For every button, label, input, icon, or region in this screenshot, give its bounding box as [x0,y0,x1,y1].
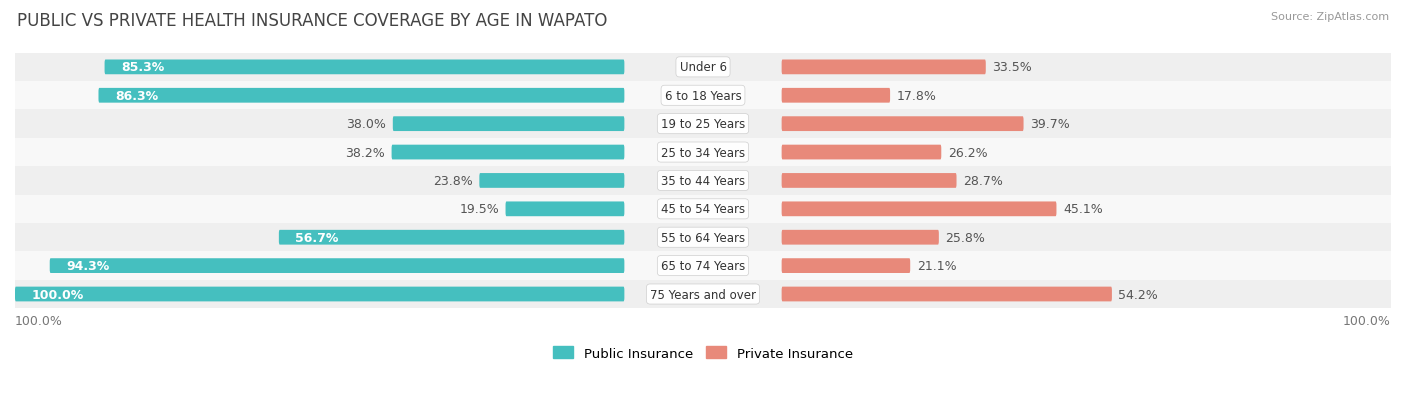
Text: 19.5%: 19.5% [460,203,499,216]
Text: 38.2%: 38.2% [346,146,385,159]
Text: 6 to 18 Years: 6 to 18 Years [665,90,741,102]
Text: 21.1%: 21.1% [917,259,956,273]
Text: 25.8%: 25.8% [945,231,986,244]
Text: 17.8%: 17.8% [897,90,936,102]
Text: PUBLIC VS PRIVATE HEALTH INSURANCE COVERAGE BY AGE IN WAPATO: PUBLIC VS PRIVATE HEALTH INSURANCE COVER… [17,12,607,30]
FancyBboxPatch shape [392,117,624,132]
FancyBboxPatch shape [392,145,624,160]
Bar [15,195,1391,223]
Text: Source: ZipAtlas.com: Source: ZipAtlas.com [1271,12,1389,22]
Legend: Public Insurance, Private Insurance: Public Insurance, Private Insurance [554,347,852,360]
Text: 25 to 34 Years: 25 to 34 Years [661,146,745,159]
Text: 28.7%: 28.7% [963,175,1002,188]
Bar [15,223,1391,252]
FancyBboxPatch shape [782,173,956,188]
FancyBboxPatch shape [15,287,624,301]
FancyBboxPatch shape [782,259,910,273]
Bar [15,252,1391,280]
Bar [15,110,1391,138]
Bar [15,280,1391,309]
Text: 38.0%: 38.0% [346,118,387,131]
Text: 45 to 54 Years: 45 to 54 Years [661,203,745,216]
FancyBboxPatch shape [49,259,624,273]
Bar [15,138,1391,167]
FancyBboxPatch shape [782,287,1112,301]
Text: 56.7%: 56.7% [295,231,339,244]
FancyBboxPatch shape [782,230,939,245]
FancyBboxPatch shape [782,145,941,160]
FancyBboxPatch shape [506,202,624,217]
Text: 100.0%: 100.0% [15,314,63,327]
Bar [15,82,1391,110]
FancyBboxPatch shape [98,89,624,103]
Text: Under 6: Under 6 [679,61,727,74]
Text: 85.3%: 85.3% [121,61,165,74]
Text: 45.1%: 45.1% [1063,203,1102,216]
Text: 75 Years and over: 75 Years and over [650,288,756,301]
Text: 35 to 44 Years: 35 to 44 Years [661,175,745,188]
FancyBboxPatch shape [782,117,1024,132]
Bar [15,167,1391,195]
FancyBboxPatch shape [782,89,890,103]
Text: 39.7%: 39.7% [1031,118,1070,131]
Text: 33.5%: 33.5% [993,61,1032,74]
Text: 86.3%: 86.3% [115,90,157,102]
FancyBboxPatch shape [782,202,1056,217]
Text: 19 to 25 Years: 19 to 25 Years [661,118,745,131]
Text: 100.0%: 100.0% [1343,314,1391,327]
FancyBboxPatch shape [104,60,624,75]
Text: 26.2%: 26.2% [948,146,987,159]
FancyBboxPatch shape [782,60,986,75]
FancyBboxPatch shape [278,230,624,245]
Text: 94.3%: 94.3% [66,259,110,273]
Text: 54.2%: 54.2% [1118,288,1159,301]
Text: 65 to 74 Years: 65 to 74 Years [661,259,745,273]
Text: 23.8%: 23.8% [433,175,472,188]
Text: 55 to 64 Years: 55 to 64 Years [661,231,745,244]
Text: 100.0%: 100.0% [31,288,83,301]
FancyBboxPatch shape [479,173,624,188]
Bar [15,54,1391,82]
